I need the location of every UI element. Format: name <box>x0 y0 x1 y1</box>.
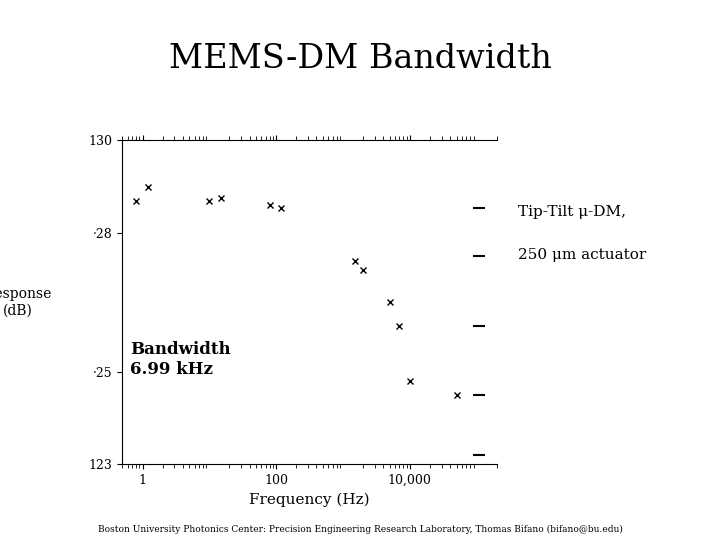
X-axis label: Frequency (Hz): Frequency (Hz) <box>249 492 370 507</box>
Text: 250 μm actuator: 250 μm actuator <box>518 248 647 262</box>
Text: Bandwidth
6.99 kHz: Bandwidth 6.99 kHz <box>130 341 230 378</box>
Text: Boston University Photonics Center: Precision Engineering Research Laboratory, T: Boston University Photonics Center: Prec… <box>98 524 622 534</box>
Text: MEMS-DM Bandwidth: MEMS-DM Bandwidth <box>168 43 552 75</box>
Text: Response
(dB): Response (dB) <box>0 287 51 318</box>
Text: Tip-Tilt μ-DM,: Tip-Tilt μ-DM, <box>518 205 626 219</box>
